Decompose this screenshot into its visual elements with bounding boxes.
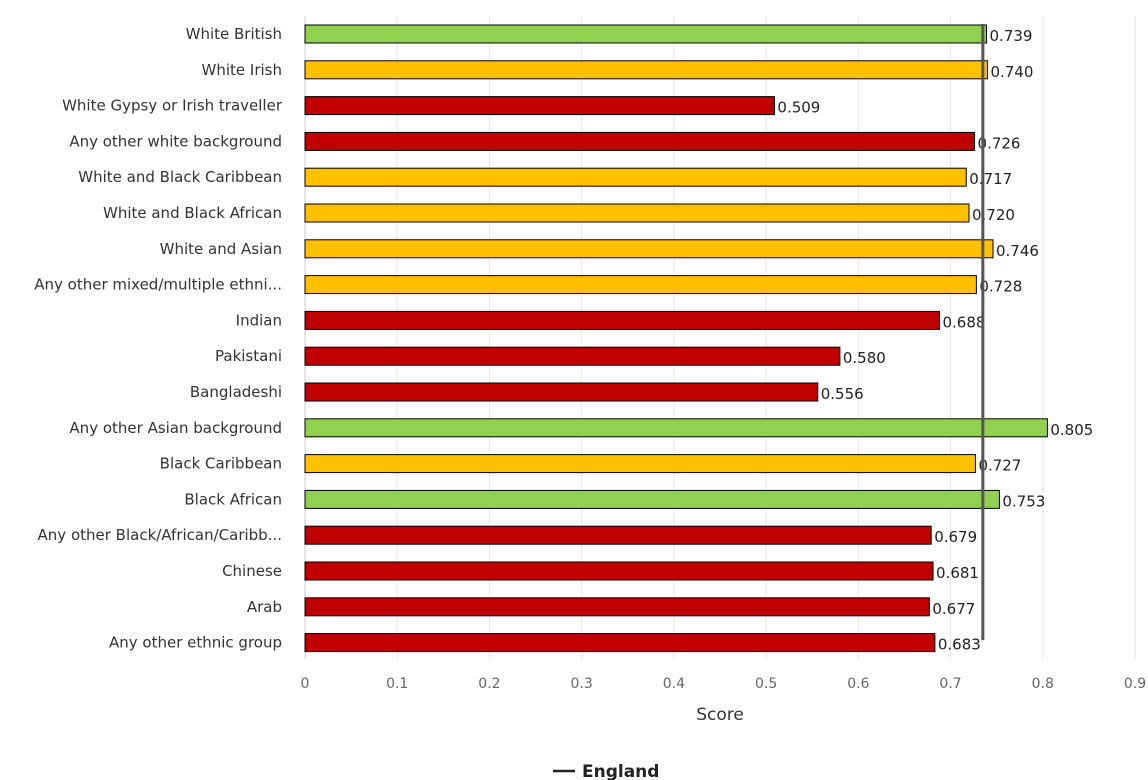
data-label: 0.740: [990, 63, 1033, 81]
bar-white-and-asian[interactable]: [304, 239, 994, 259]
category-labels: White British White Irish White Gypsy or I…: [34, 25, 283, 652]
category-label: Arab: [247, 598, 282, 616]
bar-chinese[interactable]: [304, 561, 934, 581]
data-label: 0.677: [932, 600, 975, 618]
bar-white-and-black-african[interactable]: [304, 203, 970, 223]
data-label: 0.717: [969, 170, 1012, 188]
category-label: Black African: [184, 490, 282, 508]
data-label: 0.509: [777, 99, 820, 117]
category-label: Black Caribbean: [160, 455, 282, 473]
data-label: 0.739: [990, 27, 1033, 45]
bar-black-african[interactable]: [304, 489, 1000, 509]
bars-group: [304, 24, 1048, 653]
data-label: 0.580: [843, 349, 886, 367]
bar-any-other-black-african-caribb[interactable]: [304, 525, 932, 545]
x-tick-label: 0.4: [663, 676, 685, 692]
category-label: Indian: [236, 311, 282, 329]
x-tick-label: 0.7: [939, 676, 961, 692]
data-label: 0.556: [821, 385, 864, 403]
category-label: White and Black African: [103, 204, 282, 222]
category-label: White Gypsy or Irish traveller: [62, 97, 283, 115]
data-label: 0.681: [936, 564, 979, 582]
data-label: 0.746: [996, 242, 1039, 260]
category-label: White British: [186, 25, 282, 43]
category-label: Any other Asian background: [69, 419, 282, 437]
x-tick-label: 0: [301, 676, 310, 692]
bar-pakistani[interactable]: [304, 346, 841, 366]
x-tick-label: 0.1: [386, 676, 408, 692]
x-tick-label: 0.3: [571, 676, 593, 692]
x-tick-label: 0.9: [1124, 676, 1146, 692]
category-label: Chinese: [222, 562, 282, 580]
bar-any-other-ethnic-group[interactable]: [304, 633, 936, 653]
data-label: 0.679: [934, 528, 977, 546]
category-label: White and Black Caribbean: [78, 168, 282, 186]
x-tick-labels: 0 0.1 0.2 0.3 0.4 0.5 0.6 0.7 0.8 0.9: [301, 676, 1147, 692]
data-label: 0.727: [978, 457, 1021, 475]
bar-indian[interactable]: [304, 310, 940, 330]
bar-any-other-white-background[interactable]: [304, 131, 976, 151]
data-label: 0.683: [938, 636, 981, 654]
bar-any-other-mixed-multiple-ethni[interactable]: [304, 275, 977, 295]
data-label: 0.688: [942, 313, 985, 331]
data-label: 0.728: [979, 278, 1022, 296]
bar-any-other-asian-background[interactable]: [304, 418, 1048, 438]
x-axis-title: Score: [696, 705, 744, 725]
x-tick-label: 0.2: [478, 676, 500, 692]
category-label: Any other mixed/multiple ethni...: [34, 276, 282, 294]
x-tick-label: 0.6: [847, 676, 869, 692]
data-label: 0.720: [972, 206, 1015, 224]
data-label: 0.726: [978, 134, 1021, 152]
category-label: White Irish: [202, 61, 282, 79]
data-label: 0.805: [1050, 421, 1093, 439]
legend-england-label: England: [582, 762, 659, 780]
category-label: Bangladeshi: [190, 383, 282, 401]
bar-white-irish[interactable]: [304, 60, 988, 80]
grid-lines: [304, 16, 1136, 659]
legend[interactable]: England: [553, 762, 659, 780]
bar-white-and-black-caribbean[interactable]: [304, 167, 967, 187]
x-tick-label: 0.8: [1032, 676, 1054, 692]
bar-white-british[interactable]: [304, 24, 988, 44]
data-labels: 0.739 0.740 0.509 0.726 0.717 0.720 0.746 0.728…: [777, 27, 1093, 654]
x-tick-label: 0.5: [755, 676, 777, 692]
category-label: Any other ethnic group: [109, 634, 282, 652]
category-label: Pakistani: [215, 347, 282, 365]
category-label: Any other Black/African/Caribb...: [38, 526, 282, 544]
bar-bangladeshi[interactable]: [304, 382, 819, 402]
bar-white-gypsy-or-irish-traveller[interactable]: [304, 96, 775, 116]
category-label: Any other white background: [69, 132, 282, 150]
category-label: White and Asian: [160, 240, 282, 258]
bar-black-caribbean[interactable]: [304, 454, 976, 474]
bar-arab[interactable]: [304, 597, 930, 617]
data-label: 0.753: [1002, 492, 1045, 510]
